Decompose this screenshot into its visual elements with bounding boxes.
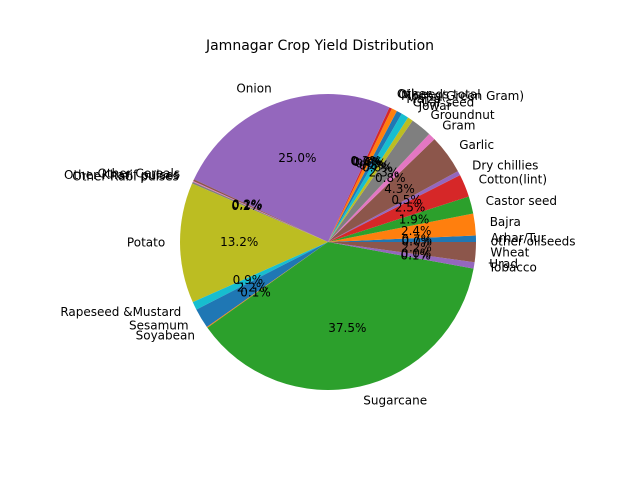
pie-slice-onion bbox=[193, 94, 390, 243]
slice-label-onion: Onion bbox=[236, 82, 271, 96]
slice-pct-urad: 0.0% bbox=[401, 247, 432, 261]
slice-pct-garlic: 4.3% bbox=[384, 182, 415, 196]
slice-pct-other-kharif-pulses: 0.1% bbox=[232, 198, 263, 212]
pie-slice-jowar bbox=[328, 117, 413, 242]
slice-pct-tobacco: 0.1% bbox=[400, 249, 431, 263]
pie-slice-dry-chillies bbox=[328, 171, 461, 242]
slice-pct-sugarcane: 37.5% bbox=[328, 321, 366, 335]
pie-slice-bajra bbox=[328, 213, 476, 242]
slice-pct-onion: 25.0% bbox=[278, 151, 316, 165]
slice-label-oilseeds-total: Oilseeds total bbox=[398, 88, 480, 102]
pie-slice-sugarcane bbox=[207, 242, 474, 391]
slice-pct-potato: 13.2% bbox=[220, 235, 258, 249]
slice-pct-oilseeds-total: 0.0% bbox=[351, 154, 382, 168]
pie-slice-guar-seed bbox=[328, 113, 409, 242]
slice-pct-wheat: 2.2% bbox=[401, 241, 432, 255]
pie-slice-garlic bbox=[328, 139, 458, 242]
pie-slice-cotton-lint bbox=[328, 175, 469, 242]
slice-pct-bajra: 2.4% bbox=[401, 224, 432, 238]
slice-label-other-oilseeds: other oilseeds bbox=[491, 235, 576, 249]
pie-slice-soyabean bbox=[206, 242, 328, 328]
slice-pct-jowar: 0.6% bbox=[362, 161, 393, 175]
slice-pct-moong-green-gram: 0.6% bbox=[353, 155, 384, 169]
slice-label-groundnut: Groundnut bbox=[431, 108, 495, 122]
slice-pct-arhar-tur: 0.7% bbox=[402, 233, 433, 247]
slice-label-other: Other bbox=[397, 87, 431, 101]
slice-label-bajra: Bajra bbox=[490, 215, 521, 229]
slice-pct-guar-seed: 0.8% bbox=[359, 159, 390, 173]
slice-pct-other-rabi-pulses: 0.2% bbox=[231, 199, 262, 213]
slice-label-other-cereals: Other Cereals bbox=[97, 167, 180, 181]
pie-slice-other bbox=[328, 107, 392, 242]
slice-label-sesamum: Sesamum bbox=[129, 319, 189, 333]
pie-slice-arhar-tur bbox=[328, 235, 476, 242]
slice-label-maize: Maize bbox=[406, 92, 441, 106]
slice-label-tobacco: Tobacco bbox=[488, 260, 537, 274]
slice-label-dry-chillies: Dry chillies bbox=[472, 159, 538, 173]
slice-label-wheat: Wheat bbox=[490, 246, 529, 260]
slice-label-potato: Potato bbox=[127, 236, 165, 250]
slice-label-castor-seed: Castor seed bbox=[486, 194, 557, 208]
slice-label-moong-green-gram: Moong(Green Gram) bbox=[401, 89, 524, 103]
slice-pct-dry-chillies: 0.5% bbox=[391, 193, 422, 207]
slice-label-rapeseed-mustard: Rapeseed &Mustard bbox=[60, 305, 181, 319]
pie-slice-gram bbox=[328, 133, 435, 242]
pie-slice-sesamum bbox=[196, 242, 328, 328]
slice-pct-cotton-lint: 2.5% bbox=[395, 201, 426, 215]
slice-pct-other-cereals: 0.2% bbox=[232, 197, 263, 211]
pie-slice-rapeseed-mustard bbox=[192, 242, 328, 310]
slice-pct-other: 0.3% bbox=[350, 154, 381, 168]
slice-label-other-rabi-pulses: Other Rabi pulses bbox=[72, 169, 179, 183]
pie-slice-other-cereals bbox=[193, 179, 328, 242]
slice-label-garlic: Garlic bbox=[459, 138, 494, 152]
slice-pct-groundnut: 2.3% bbox=[369, 166, 400, 180]
slice-pct-rapeseed-mustard: 0.9% bbox=[233, 273, 264, 287]
slice-label-gram: Gram bbox=[442, 119, 475, 133]
slice-label-soyabean: Soyabean bbox=[136, 329, 195, 343]
pie-slice-maize bbox=[328, 111, 402, 242]
slice-pct-castor-seed: 1.9% bbox=[399, 212, 430, 226]
slice-label-arhar-tur: Arhar/Tur bbox=[491, 231, 546, 245]
pie-slice-wheat bbox=[328, 242, 476, 263]
pie-slice-castor-seed bbox=[328, 196, 474, 242]
pie-slices bbox=[179, 94, 476, 391]
slice-label-other-kharif-pulses: Other Kharif pulses bbox=[64, 168, 179, 182]
slice-pct-other-oilseeds: 0.0% bbox=[402, 235, 433, 249]
pie-slice-tobacco bbox=[328, 242, 475, 269]
slice-label-guar-seed: Guar seed bbox=[413, 95, 475, 109]
slice-label-jowar: Jowar bbox=[418, 99, 452, 113]
slice-label-sugarcane: Sugarcane bbox=[363, 393, 427, 407]
pie-slice-other-rabi-pulses bbox=[192, 181, 328, 242]
pie-slice-moong-green-gram bbox=[328, 108, 397, 242]
pie-slice-potato bbox=[179, 183, 328, 303]
pie-slice-other-kharif-pulses bbox=[192, 181, 328, 242]
slice-pct-sesamum: 2.2% bbox=[237, 280, 268, 294]
slice-pct-maize: 0.6% bbox=[356, 157, 387, 171]
slice-pct-soyabean: 0.1% bbox=[240, 286, 271, 300]
pie-slice-groundnut bbox=[328, 120, 430, 242]
slice-label-urad: Urad bbox=[489, 257, 518, 271]
pie-labels: Arhar/Tur 0.7% Bajra 2.4% Castor seed 1.9% Cot… bbox=[60, 82, 575, 408]
slice-pct-gram: 0.8% bbox=[375, 171, 406, 185]
slice-label-cotton-lint: Cotton(lint) bbox=[479, 173, 547, 187]
chart-title: Jamnagar Crop Yield Distribution bbox=[205, 38, 434, 54]
